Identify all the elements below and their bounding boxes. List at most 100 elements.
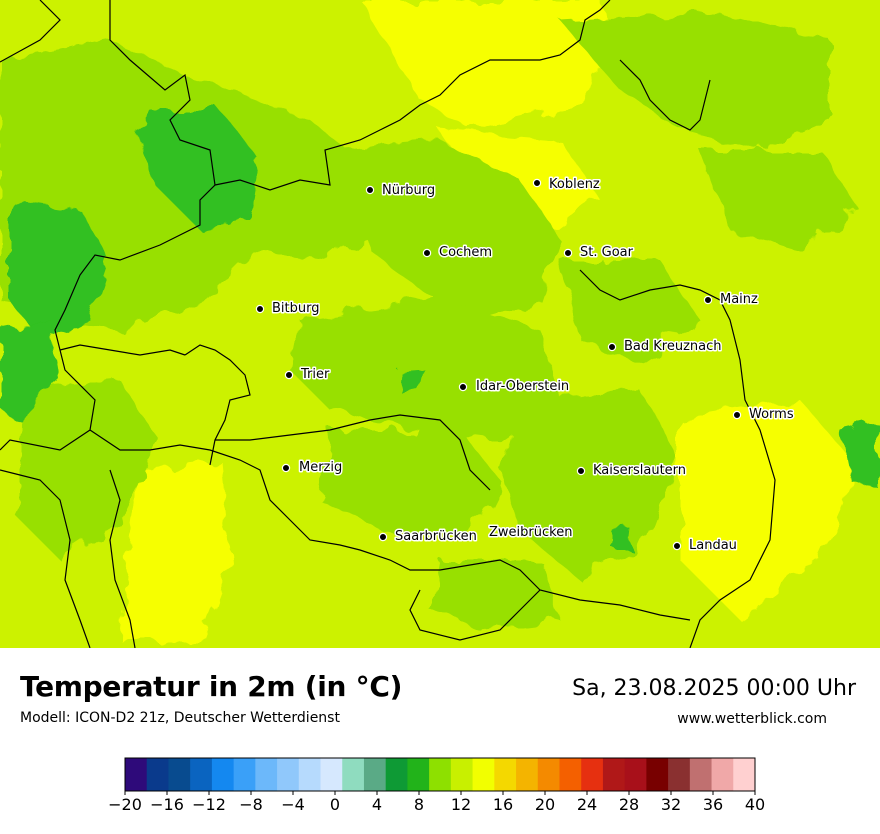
city-label: Bitburg — [272, 301, 320, 316]
city-dot-icon — [284, 370, 294, 380]
legend-swatch — [320, 758, 343, 791]
legend-tick-label: −16 — [150, 795, 184, 814]
legend-swatch — [711, 758, 734, 791]
city-label: Cochem — [439, 245, 492, 260]
city-label: Idar-Oberstein — [476, 379, 569, 394]
city-label: Kaiserslautern — [593, 463, 686, 478]
city-landau[interactable]: Landau Landau — [672, 537, 738, 555]
city-dot-icon — [255, 304, 265, 314]
city-label: Koblenz — [549, 177, 600, 192]
legend-swatch — [168, 758, 191, 791]
city-dot-icon — [563, 248, 573, 258]
map-title: Temperatur in 2m (in °C) — [20, 670, 403, 703]
legend-swatch — [516, 758, 539, 791]
city-halo: Worms — [749, 407, 794, 422]
city-halo: Koblenz — [549, 177, 600, 192]
legend-tick-label: 20 — [535, 795, 555, 814]
legend-tick-label: −4 — [281, 795, 305, 814]
city-halo: Saarbrücken — [395, 529, 477, 544]
city-koblenz[interactable]: Koblenz Koblenz — [532, 176, 601, 194]
legend-tick-label: −8 — [239, 795, 263, 814]
city-label: Mainz — [720, 292, 758, 307]
website-link[interactable]: www.wetterblick.com — [677, 711, 827, 727]
city-label: Saarbrücken — [395, 529, 477, 544]
city-dot-icon — [422, 248, 432, 258]
legend-tick-label: 40 — [745, 795, 765, 814]
legend-swatch — [298, 758, 322, 791]
city-st-goar[interactable]: St. Goar St. Goar — [563, 244, 635, 262]
borders — [0, 0, 776, 648]
city-label: Trier — [300, 367, 330, 382]
city-idar-oberstein[interactable]: Idar-Oberstein Idar-Oberstein — [458, 378, 571, 396]
city-worms[interactable]: Worms Worms — [732, 406, 795, 424]
city-halo: Landau — [689, 538, 737, 553]
city-bad-kreuznach[interactable]: Bad Kreuznach Bad Kreuznach — [607, 338, 723, 356]
city-halo: Cochem — [439, 245, 492, 260]
city-bitburg[interactable]: Bitburg Bitburg — [255, 300, 321, 318]
city-saarbruecken[interactable]: Saarbrücken Saarbrücken — [378, 528, 478, 546]
temperature-field — [0, 0, 880, 640]
legend-swatch — [385, 758, 408, 791]
legend-frame — [124, 757, 756, 792]
city-dot-icon — [458, 382, 468, 392]
city-halo: Idar-Oberstein — [476, 379, 569, 394]
city-dot-icon — [378, 532, 388, 542]
legend-swatch — [668, 758, 691, 791]
city-label: St. Goar — [580, 245, 634, 260]
legend-tick-label: −12 — [192, 795, 226, 814]
city-halo: Zweibrücken — [489, 525, 572, 540]
city-dot-icon — [672, 541, 682, 551]
city-label: Bad Kreuznach — [624, 339, 722, 354]
city-halo: Nürburg — [382, 183, 435, 198]
forecast-datetime: Sa, 23.08.2025 00:00 Uhr — [572, 676, 856, 701]
legend-tick-label: 28 — [619, 795, 639, 814]
city-label: Landau — [689, 538, 737, 553]
legend-tick-label: 24 — [577, 795, 597, 814]
city-halo: Trier — [300, 367, 330, 382]
legend-tick-label: 4 — [372, 795, 382, 814]
legend-swatch — [472, 758, 495, 791]
city-dot-icon — [607, 342, 617, 352]
city-cochem[interactable]: Cochem Cochem — [422, 244, 494, 262]
city-label: Nürburg — [382, 183, 435, 198]
legend-swatch — [689, 758, 713, 791]
city-label: Merzig — [299, 460, 342, 475]
city-halo: St. Goar — [580, 245, 634, 260]
city-label: Worms — [749, 407, 794, 422]
legend-swatch — [646, 758, 669, 791]
legend-swatch — [363, 758, 387, 791]
city-kaiserslautern[interactable]: Kaiserslautern Kaiserslautern — [576, 462, 688, 480]
city-merzig[interactable]: Merzig Merzig — [281, 459, 344, 477]
legend-swatch — [125, 758, 148, 791]
city-halo: Bitburg — [272, 301, 320, 316]
legend-swatch — [537, 758, 560, 791]
legend-swatch — [494, 758, 517, 791]
temperature-map[interactable]: Nürburg Nürburg Koblenz Koblenz Cochem C… — [0, 0, 880, 648]
legend-tick-label: −20 — [108, 795, 142, 814]
color-legend: −20 −16 −12 −8 −4 0 4 8 12 16 20 24 28 32 36 40 — [0, 750, 880, 830]
city-label: Zweibrücken — [489, 525, 572, 540]
legend-swatch — [277, 758, 300, 791]
legend-tick-label: 0 — [330, 795, 340, 814]
city-trier[interactable]: Trier Trier — [284, 366, 331, 384]
legend-swatch — [190, 758, 213, 791]
legend-swatch — [733, 758, 756, 791]
legend-tick-label: 36 — [703, 795, 723, 814]
legend-swatch — [233, 758, 256, 791]
city-nuerburg[interactable]: Nürburg Nürburg — [365, 182, 437, 200]
city-mainz[interactable]: Mainz Mainz — [703, 291, 760, 309]
legend-swatch — [407, 758, 430, 791]
city-halo: Bad Kreuznach — [624, 339, 722, 354]
city-dot-icon — [365, 185, 375, 195]
city-zweibruecken[interactable]: Zweibrücken Zweibrücken — [488, 524, 574, 542]
city-halo: Merzig — [299, 460, 342, 475]
legend-swatch — [624, 758, 647, 791]
legend-swatch — [450, 758, 474, 791]
legend-swatch — [342, 758, 365, 791]
city-dot-icon — [281, 463, 291, 473]
legend-swatch — [602, 758, 626, 791]
legend-swatch — [429, 758, 452, 791]
legend-swatch — [559, 758, 582, 791]
model-info: Modell: ICON-D2 21z, Deutscher Wetterdie… — [20, 710, 340, 726]
legend-swatch — [581, 758, 604, 791]
